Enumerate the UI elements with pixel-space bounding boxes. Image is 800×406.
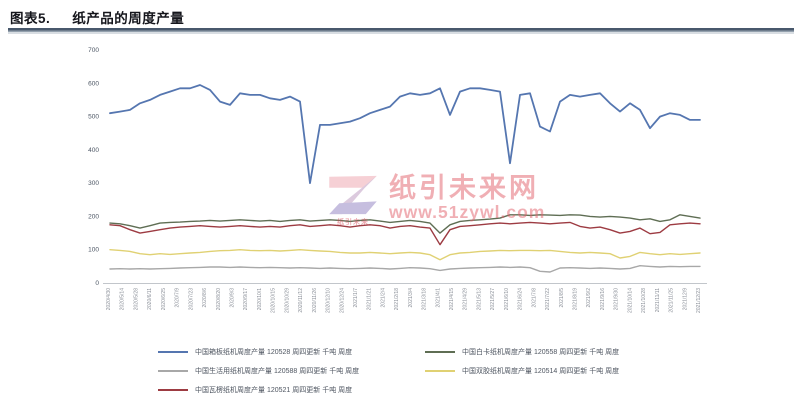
x-axis-tick-label: 2021/9/16 (600, 288, 606, 310)
legend-line-marker (158, 350, 188, 353)
legend-item: 中国生活用纸机周度产量 120588 周四更新 千吨 周度 (158, 366, 425, 376)
x-axis-tick-label: 2020/6/25 (161, 288, 167, 310)
legend: 中国箱板纸机周度产量 120528 周四更新 千吨 周度 中国白卡纸机周度产量 1… (158, 342, 725, 399)
figure-label: 图表5. (10, 11, 51, 26)
x-axis-tick-label: 2021/10/14 (627, 288, 633, 313)
x-axis-tick-label: 2021/1/21 (367, 288, 373, 310)
x-axis-tick-label: 2021/9/30 (614, 288, 620, 310)
x-axis-tick-label: 2021/11/11 (655, 288, 661, 313)
x-axis-tick-label: 2021/4/29 (463, 288, 469, 310)
series-line-2 (109, 264, 701, 273)
x-axis-tick-label: 2021/12/23 (696, 288, 702, 313)
legend-item: 中国箱板纸机周度产量 120528 周四更新 千吨 周度 (158, 347, 425, 357)
legend-item: 中国瓦楞纸机周度产量 120521 周四更新 千吨 周度 (158, 385, 425, 395)
header-divider (8, 28, 794, 34)
y-axis-tick-label: 300 (88, 180, 99, 187)
x-axis-tick-label: 2021/7/8 (531, 288, 537, 308)
x-axis-tick-label: 2021/7/22 (545, 288, 551, 310)
x-axis-tick-label: 2021/12/9 (682, 288, 688, 310)
legend-item: 中国双胶纸机周度产量 120514 周四更新 千吨 周度 (425, 366, 725, 376)
legend-label: 中国瓦楞纸机周度产量 120521 周四更新 千吨 周度 (195, 386, 353, 394)
legend-item: 中国白卡纸机周度产量 120558 周四更新 千吨 周度 (425, 347, 725, 357)
x-axis-tick-label: 2020/11/26 (312, 288, 318, 313)
x-axis-tick-label: 2020/10/15 (271, 288, 277, 313)
x-axis-tick-label: 2021/9/2 (586, 288, 592, 308)
x-axis-tick-label: 2020/8/20 (216, 288, 222, 310)
x-axis-tick-label: 2021/6/10 (504, 288, 510, 310)
x-axis-tick-label: 2021/1/7 (353, 288, 359, 308)
legend-label: 中国箱板纸机周度产量 120528 周四更新 千吨 周度 (195, 348, 353, 356)
legend-label: 中国双胶纸机周度产量 120514 周四更新 千吨 周度 (462, 367, 620, 375)
x-axis-tick-label: 2020/11/12 (298, 288, 304, 313)
x-axis-tick-label: 2021/4/15 (449, 288, 455, 310)
x-axis-tick-label: 2020/12/10 (326, 288, 332, 313)
x-axis-tick-label: 2020/6/11 (147, 288, 153, 310)
x-axis-tick-label: 2021/8/19 (573, 288, 579, 310)
series-line-3 (109, 248, 701, 261)
x-axis-tick-label: 2020/12/24 (339, 288, 345, 313)
legend-line-marker (158, 369, 188, 372)
x-axis-tick-label: 2020/5/28 (133, 288, 139, 310)
series-line-4 (109, 221, 701, 246)
legend-line-marker (158, 388, 188, 391)
x-axis-tick-label: 2020/9/17 (243, 288, 249, 310)
y-axis-tick-label: 100 (88, 247, 99, 254)
y-axis-tick-label: 700 (88, 47, 99, 54)
x-axis-tick-label: 2021/5/27 (490, 288, 496, 310)
x-axis-tick-label: 2021/10/28 (641, 288, 647, 313)
x-axis-tick-label: 2020/5/14 (120, 288, 126, 310)
legend-line-marker (425, 350, 455, 353)
x-axis-tick-label: 2020/9/3 (230, 288, 236, 308)
y-axis-tick-label: 600 (88, 80, 99, 87)
figure-title: 纸产品的周度产量 (72, 11, 185, 26)
y-axis-tick-label: 200 (88, 213, 99, 220)
x-axis-tick-label: 2021/8/5 (559, 288, 565, 308)
x-axis-tick-label: 2021/3/18 (422, 288, 428, 310)
x-axis-tick-label: 2021/3/4 (408, 288, 414, 308)
x-axis-tick-label: 2021/2/18 (394, 288, 400, 310)
x-axis-tick-label: 2020/4/30 (106, 288, 112, 310)
y-axis-tick-label: 400 (88, 147, 99, 154)
x-axis-tick-label: 2021/6/24 (518, 288, 524, 310)
legend-label: 中国生活用纸机周度产量 120588 周四更新 千吨 周度 (195, 367, 360, 375)
y-axis-tick-label: 500 (88, 114, 99, 121)
weekly-output-chart: 0 100 200 300 400 500 600 700 2020/4/30 2020/5/14… (88, 47, 707, 313)
series-line-0 (109, 84, 701, 185)
x-axis-tick-label: 2020/7/9 (175, 288, 181, 308)
x-axis-tick-label: 2020/8/6 (202, 288, 208, 308)
x-axis-tick-label: 2021/4/1 (435, 288, 441, 308)
x-axis-tick-label: 2021/2/4 (380, 288, 386, 308)
x-axis-tick-label: 2021/11/25 (669, 288, 675, 313)
legend-line-marker (425, 369, 455, 372)
x-axis-tick-label: 2020/10/1 (257, 288, 263, 310)
series-line-1 (109, 214, 701, 234)
figure-header: 图表5. 纸产品的周度产量 (10, 7, 184, 27)
x-axis-tick-label: 2020/10/29 (284, 288, 290, 313)
x-axis-tick-label: 2021/5/13 (477, 288, 483, 310)
legend-label: 中国白卡纸机周度产量 120558 周四更新 千吨 周度 (462, 348, 620, 356)
x-axis-tick-label: 2020/7/23 (188, 288, 194, 310)
y-axis-tick-label: 0 (95, 280, 99, 287)
